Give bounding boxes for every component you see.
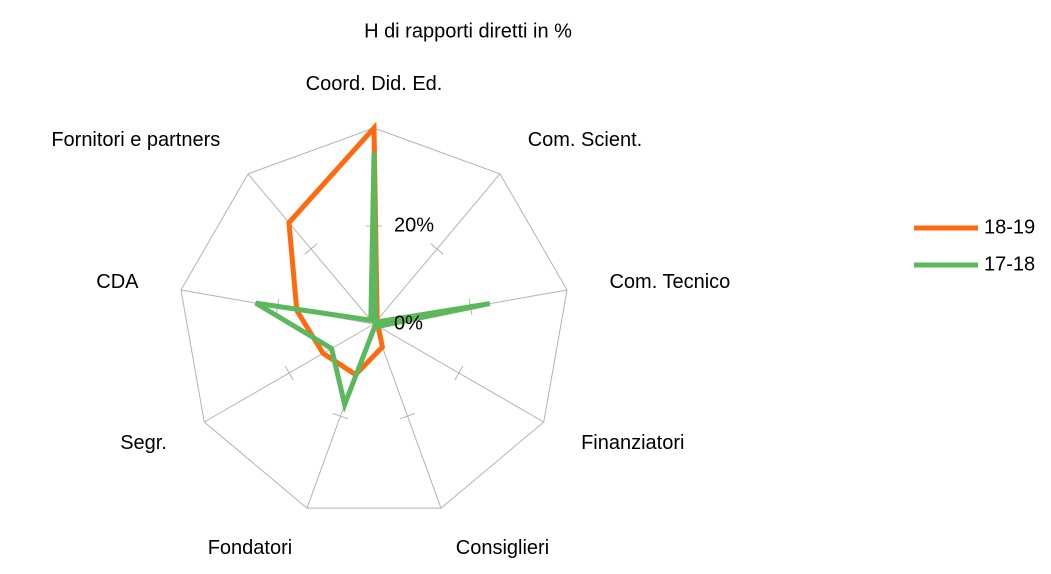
category-label: CDA (96, 271, 139, 293)
category-label: Com. Scient. (528, 129, 642, 151)
legend-label: 17-18 (984, 253, 1035, 275)
category-label: Com. Tecnico (609, 271, 730, 293)
category-label: Finanziatori (581, 432, 684, 454)
tick-mark (399, 412, 416, 420)
chart-title: H di rapporti diretti in % (364, 20, 572, 42)
category-label: Coord. Did. Ed. (306, 73, 443, 95)
category-label: Consiglieri (456, 537, 549, 559)
tick-mark (332, 412, 349, 420)
tick-mark (430, 243, 444, 255)
category-label: Fornitori e partners (51, 129, 220, 151)
grid-outline (180, 127, 568, 509)
category-label: Fondatori (208, 537, 293, 559)
series-line (254, 152, 491, 414)
tick-mark (304, 243, 318, 255)
tick-mark (454, 365, 464, 381)
legend-label: 18-19 (984, 216, 1035, 238)
category-label: Segr. (120, 432, 167, 454)
tick-label: 0% (394, 312, 423, 334)
tick-mark (284, 365, 294, 381)
tick-label: 20% (394, 214, 434, 236)
